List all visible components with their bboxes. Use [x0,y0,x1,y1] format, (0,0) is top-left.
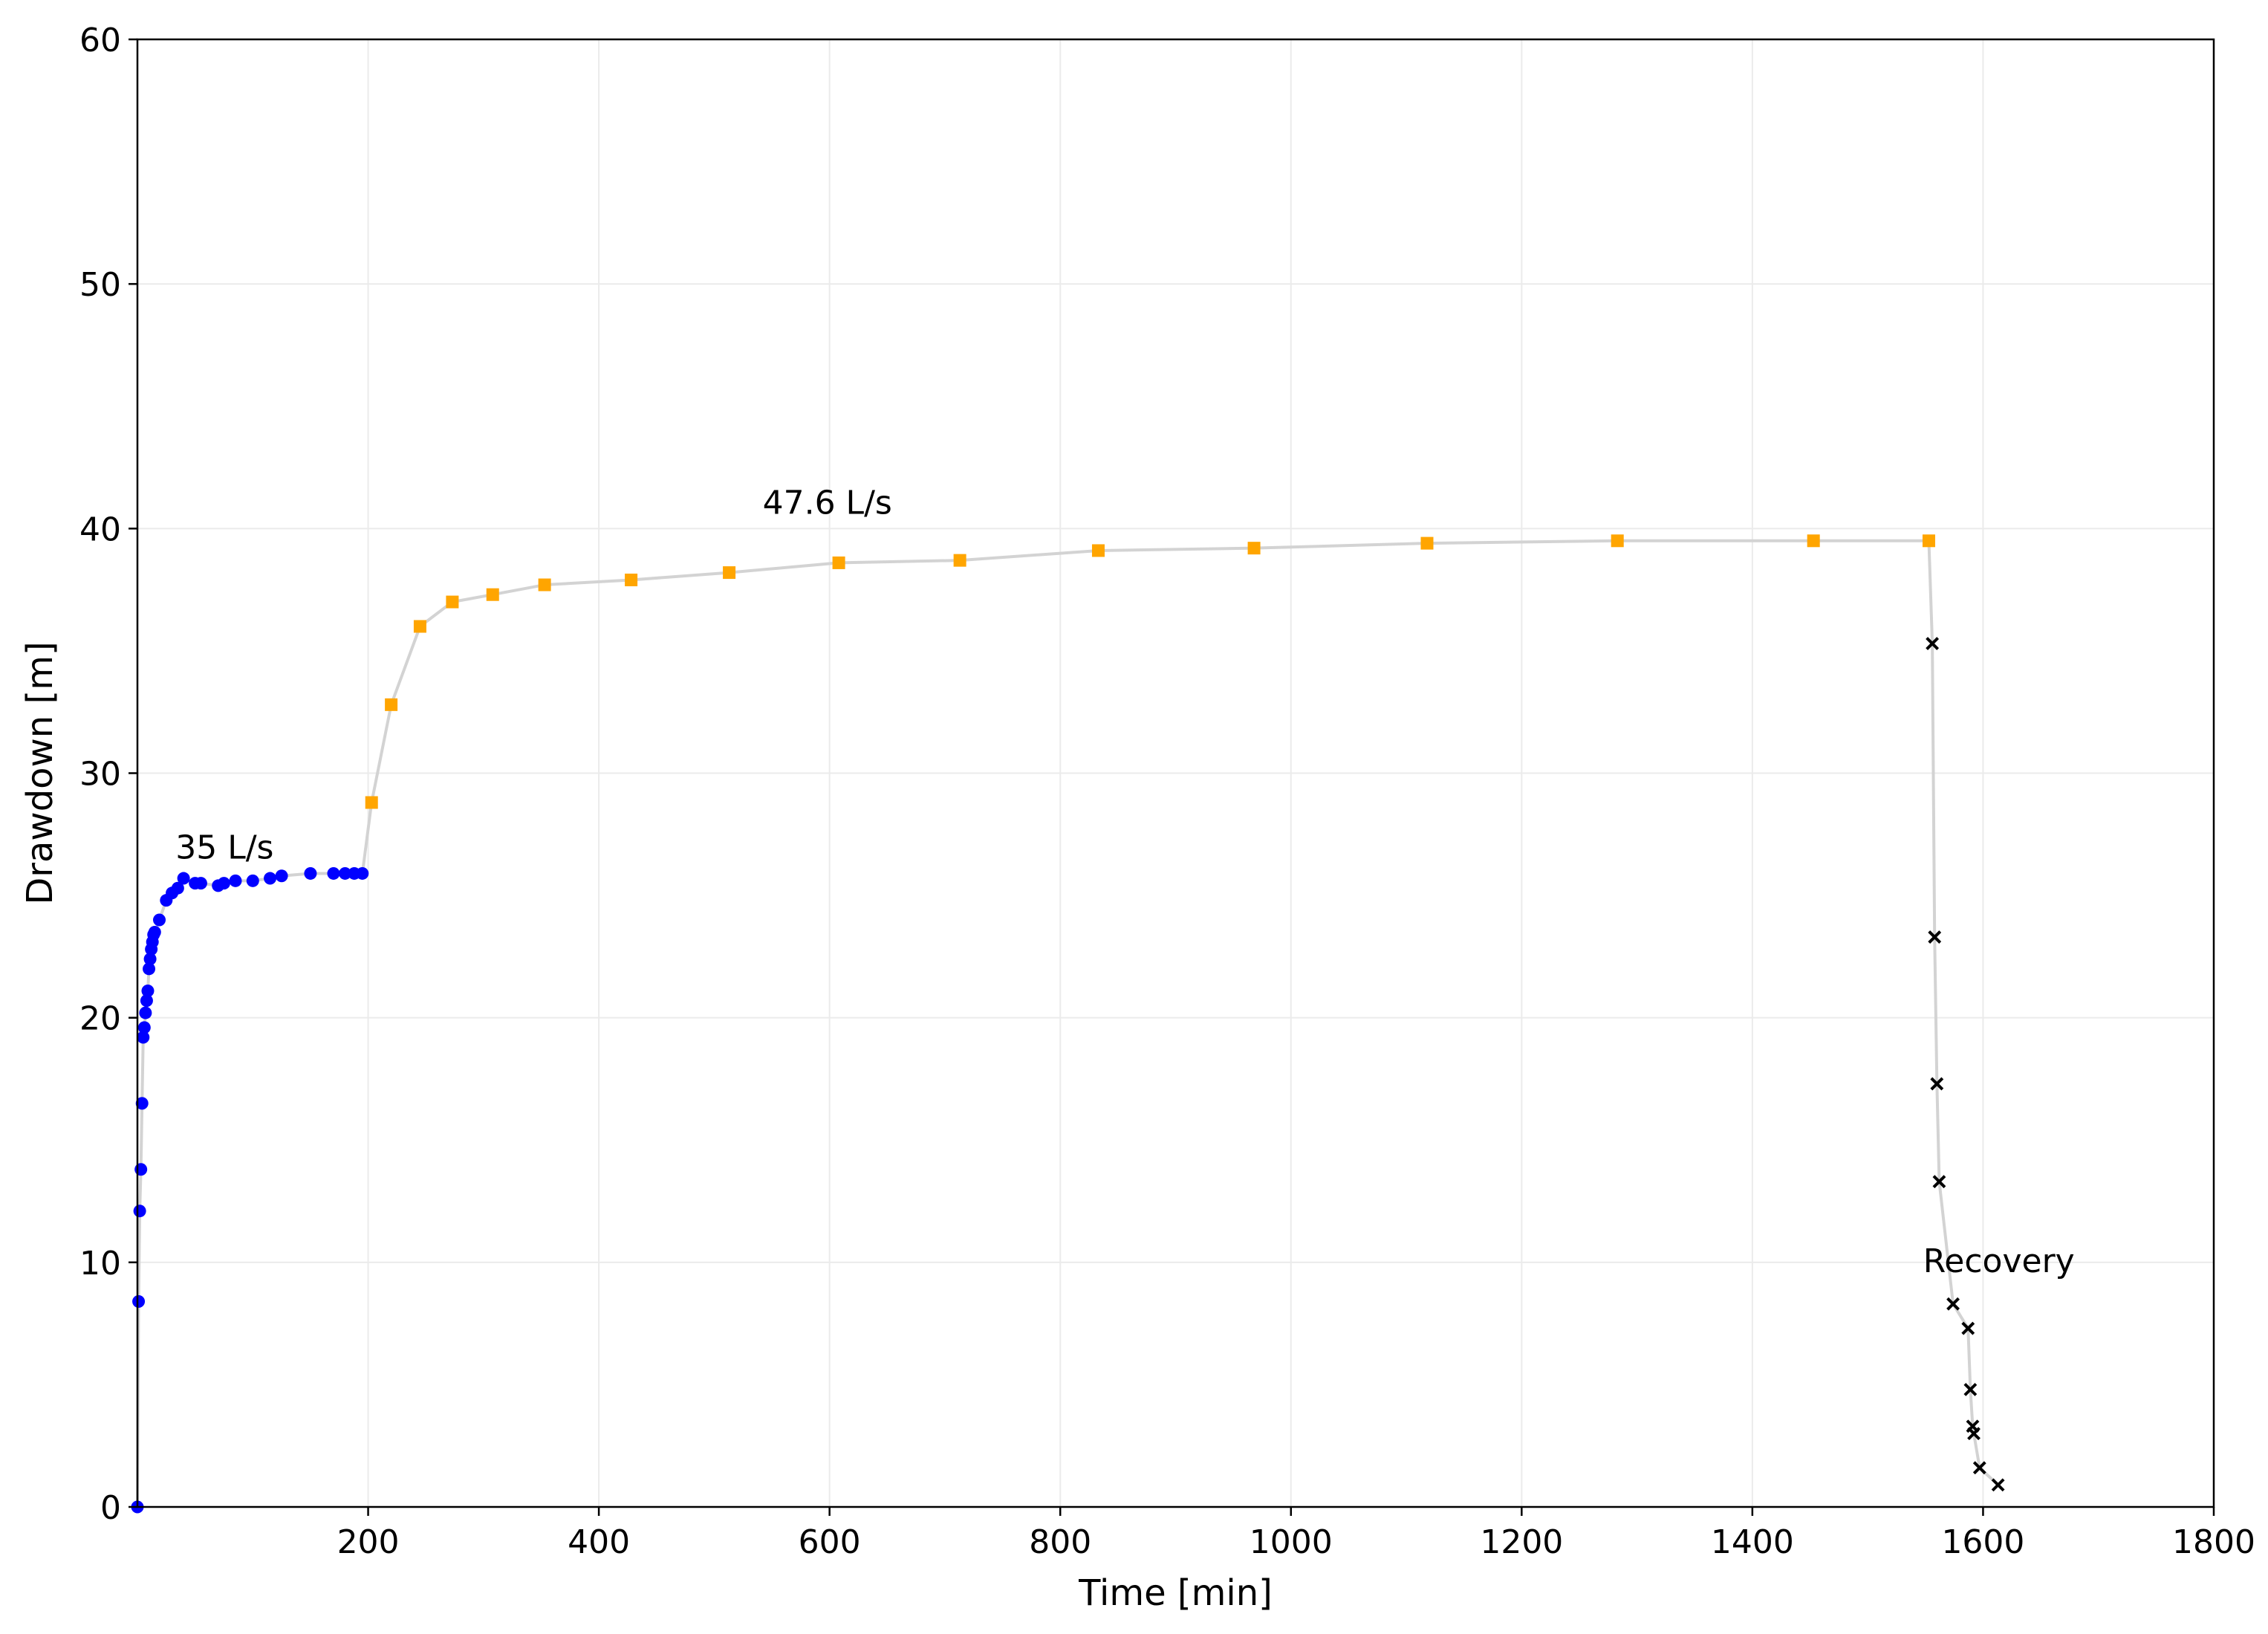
data-point-x-stroke [1946,1297,1960,1311]
data-point-circle [246,874,259,887]
data-point-x [1932,1175,1946,1189]
data-point-circle [133,1205,146,1218]
data-point-circle [137,1021,151,1034]
data-point-square [1922,534,1935,548]
data-point-x [1930,1077,1944,1091]
data-point-x-stroke [1932,1175,1946,1189]
y-tick-label: 50 [79,266,121,304]
data-point-circle [140,994,153,1008]
annotation-label: Recovery [1923,1242,2075,1280]
data-point-square [723,566,736,580]
y-tick-label: 60 [79,22,121,59]
x-tick-label: 200 [337,1523,400,1561]
x-axis-ticks: 200 400 600 800 1000 1200 1400 1600 1800 [337,1507,2255,1561]
data-point-circle [171,881,184,895]
x-tick-label: 400 [568,1523,630,1561]
x-tick-label: 600 [799,1523,861,1561]
data-point-square [1807,534,1820,548]
data-points [131,534,2005,1514]
data-point-circle [264,872,277,885]
data-point-circle [135,1097,149,1110]
data-point-square [486,588,499,601]
data-point-square [625,573,638,586]
data-point-circle [141,984,155,997]
data-point-circle [217,877,230,890]
data-point-x [1972,1461,1986,1475]
data-point-circle [229,874,242,887]
data-point-circle [137,1031,150,1044]
y-tick-label: 30 [79,756,121,794]
x-tick-label: 1600 [1941,1523,2024,1561]
annotations: 35 L/s 47.6 L/s Recovery [175,484,2074,1280]
data-point-square [538,578,551,591]
data-point-x-stroke [1967,1427,1981,1441]
data-point-x [1926,637,1940,650]
data-point-square [413,620,426,633]
data-point-square [446,595,459,609]
data-point-circle [304,866,317,880]
data-point-square [1611,534,1624,548]
x-tick-label: 1200 [1480,1523,1563,1561]
data-point-x [1967,1427,1981,1441]
data-point-square [953,554,966,567]
data-point-square [832,556,845,569]
connector-line [136,539,1999,1508]
data-point-square [1247,542,1261,555]
data-point-circle [356,866,369,880]
data-point-square [365,796,378,809]
annotation-label: 47.6 L/s [763,484,892,522]
x-axis-label: Time [min] [1078,1572,1273,1614]
data-point-circle [143,962,156,976]
y-tick-label: 10 [79,1245,121,1283]
data-point-x [1961,1321,1975,1335]
x-tick-label: 1000 [1250,1523,1333,1561]
annotation-label: 35 L/s [175,829,273,867]
data-point-circle [339,866,351,880]
x-tick-label: 800 [1029,1523,1091,1561]
x-tick-label: 1800 [2172,1523,2255,1561]
data-point-x [1991,1478,2005,1492]
data-point-circle [153,913,166,927]
y-axis-ticks: 0 10 20 30 40 50 60 [79,22,137,1527]
data-point-square [385,698,398,711]
y-tick-label: 40 [79,510,121,548]
data-point-x-stroke [1926,637,1940,650]
data-point-circle [134,1163,148,1176]
data-point-circle [132,1295,146,1308]
data-point-x-stroke [1928,930,1942,944]
data-point-circle [139,1006,152,1019]
data-point-x-stroke [1961,1321,1975,1335]
data-point-circle [148,925,161,938]
data-point-square [1420,536,1434,550]
data-point-circle [143,953,157,966]
data-point-circle [275,869,288,883]
x-tick-label: 1400 [1711,1523,1794,1561]
data-point-x [1946,1297,1960,1311]
data-point-x-stroke [1930,1077,1944,1091]
data-point-x [1928,930,1942,944]
data-point-square [1091,544,1105,557]
y-axis-label: Drawdown [m] [19,641,61,904]
data-point-circle [177,872,190,885]
y-tick-label: 20 [79,1000,121,1038]
data-point-x-stroke [1972,1461,1986,1475]
data-point-x [1963,1383,1978,1396]
y-tick-label: 0 [100,1489,121,1527]
data-point-circle [194,877,207,890]
data-point-circle [327,866,340,880]
data-point-x-stroke [1963,1383,1978,1396]
data-point-x-stroke [1991,1478,2005,1492]
grid-lines [137,39,2215,1508]
connector-line-group [136,539,1999,1508]
